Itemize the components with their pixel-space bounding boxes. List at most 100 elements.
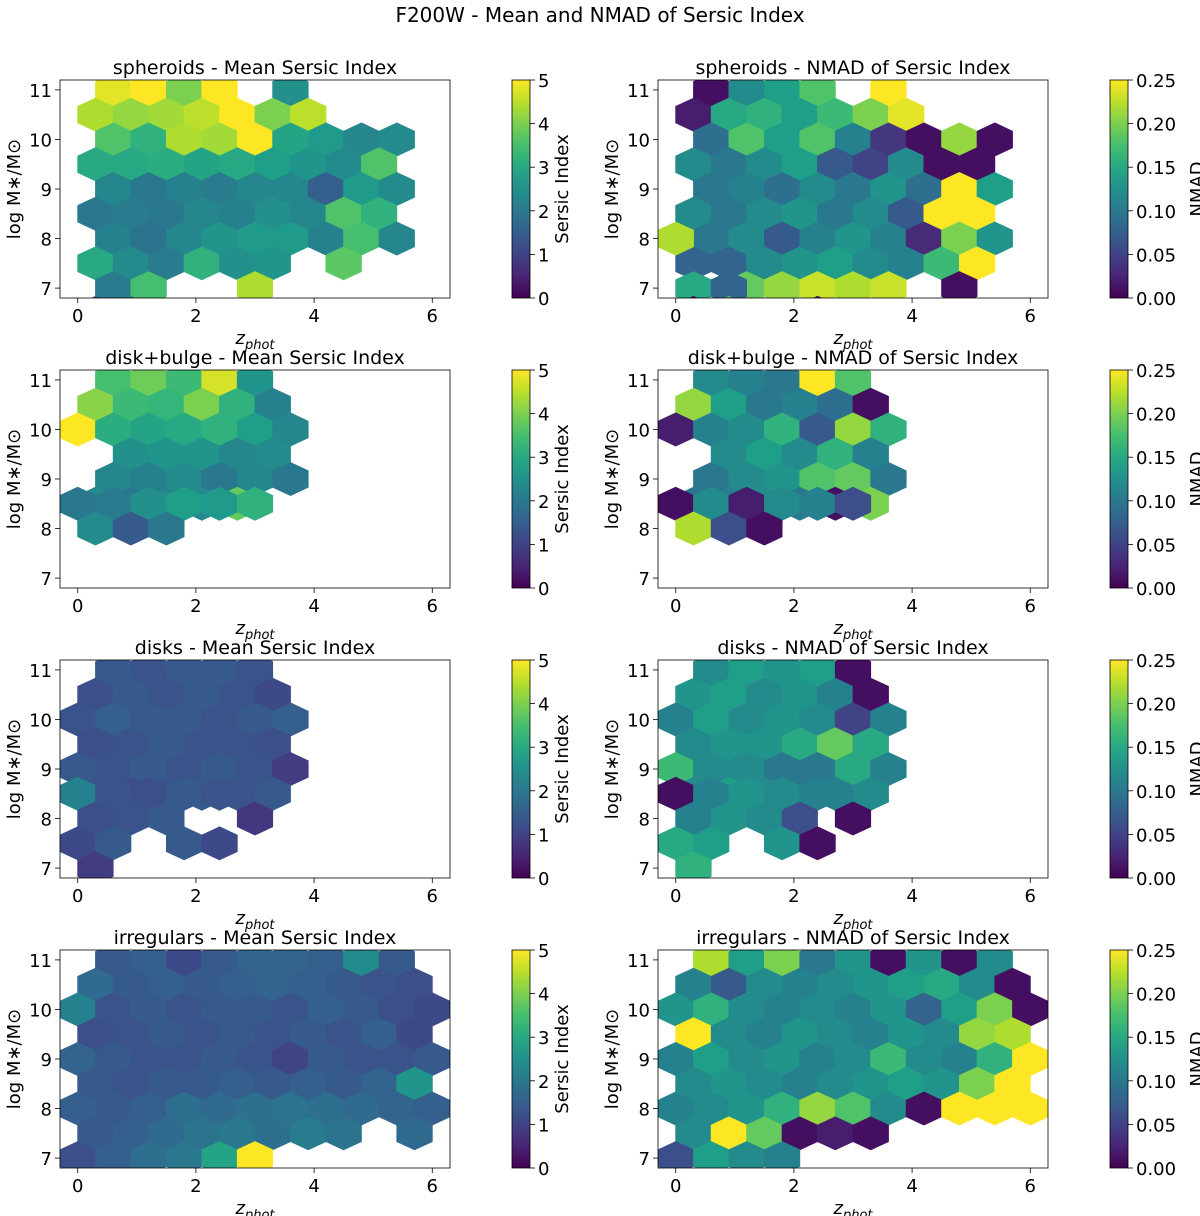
x-tick-label: 0 bbox=[72, 1176, 83, 1197]
x-tick-label: 2 bbox=[190, 886, 201, 907]
y-axis-label: log M∗/M⊙ bbox=[4, 719, 25, 819]
x-tick-label: 6 bbox=[1025, 1176, 1036, 1197]
x-tick-label: 4 bbox=[308, 596, 319, 617]
hex-cell bbox=[812, 295, 823, 298]
hex-cell bbox=[126, 1165, 136, 1168]
colorbar-tick-label: 5 bbox=[538, 941, 549, 962]
hex-cell bbox=[396, 1116, 433, 1151]
y-axis-label: log M∗/M⊙ bbox=[4, 1009, 25, 1109]
y-tick-label: 9 bbox=[639, 760, 650, 781]
hex-cells bbox=[658, 80, 1013, 298]
hex-cell bbox=[746, 511, 783, 546]
y-tick-label: 9 bbox=[41, 760, 52, 781]
colorbar-tick-label: 4 bbox=[538, 115, 549, 136]
subplot-title: disks - Mean Sersic Index bbox=[135, 637, 375, 659]
colorbar-tick-label: 0.25 bbox=[1136, 361, 1176, 382]
x-tick-label: 2 bbox=[788, 596, 799, 617]
subplot-1: 0 2 4 6 7 8 9 10 11 spheroids - NMAD of Sersic In… bbox=[602, 57, 1200, 353]
hex-cells bbox=[658, 950, 1048, 1168]
x-tick-label: 4 bbox=[308, 1176, 319, 1197]
colorbar-tick-label: 5 bbox=[538, 361, 549, 382]
subplot-title: disk+bulge - Mean Sersic Index bbox=[105, 347, 405, 369]
colorbar-tick-label: 5 bbox=[538, 71, 549, 92]
hex-cell bbox=[130, 271, 167, 298]
colorbar-tick-label: 0.15 bbox=[1136, 1028, 1176, 1049]
x-tick-label: 6 bbox=[1025, 886, 1036, 907]
colorbar-tick-label: 3 bbox=[538, 738, 549, 759]
hex-cells bbox=[60, 370, 309, 546]
x-axis-label: zphot bbox=[833, 908, 874, 933]
x-tick-label: 0 bbox=[670, 596, 681, 617]
hex-cell bbox=[834, 486, 872, 521]
y-tick-label: 9 bbox=[41, 470, 52, 491]
hex-cell bbox=[675, 851, 712, 878]
colorbar-label: Sersic Index bbox=[552, 134, 573, 244]
subplot-title: spheroids - Mean Sersic Index bbox=[113, 57, 397, 79]
x-tick-label: 6 bbox=[1025, 596, 1036, 617]
hex-cell bbox=[675, 271, 712, 298]
colorbar-tick-label: 0.15 bbox=[1136, 738, 1176, 759]
colorbar-tick-label: 0.00 bbox=[1136, 1159, 1176, 1180]
hex-cell bbox=[764, 1141, 801, 1168]
figure-title: F200W - Mean and NMAD of Sersic Index bbox=[395, 3, 805, 27]
y-tick-label: 11 bbox=[627, 951, 650, 972]
hex-cell bbox=[236, 486, 274, 521]
y-tick-label: 8 bbox=[41, 810, 52, 831]
hex-cell bbox=[201, 776, 238, 811]
colorbar-tick-label: 0 bbox=[538, 1159, 549, 1180]
y-tick-label: 8 bbox=[639, 1100, 650, 1121]
x-tick-label: 2 bbox=[190, 1176, 201, 1197]
y-tick-label: 8 bbox=[639, 230, 650, 251]
y-tick-label: 11 bbox=[29, 81, 52, 102]
y-tick-label: 10 bbox=[627, 130, 650, 151]
colorbar-label: NMAD bbox=[1187, 161, 1200, 216]
hex-cell bbox=[201, 826, 238, 861]
hex-cell bbox=[799, 826, 836, 861]
y-tick-label: 7 bbox=[639, 279, 650, 300]
y-tick-label: 11 bbox=[627, 661, 650, 682]
hex-cell bbox=[870, 271, 907, 298]
hex-cell bbox=[90, 295, 101, 298]
colorbar-tick-label: 0.05 bbox=[1136, 245, 1176, 266]
hex-cell bbox=[236, 801, 274, 836]
y-tick-label: 9 bbox=[41, 180, 52, 201]
y-tick-label: 7 bbox=[41, 1149, 52, 1170]
x-axis-label: zphot bbox=[235, 908, 276, 933]
x-tick-label: 0 bbox=[72, 596, 83, 617]
subplot-3: 0 2 4 6 7 8 9 10 11 disk+bulge - NMAD of Sersic I… bbox=[602, 347, 1200, 643]
hex-cell bbox=[834, 801, 872, 836]
hex-cell bbox=[941, 271, 978, 298]
y-tick-label: 10 bbox=[29, 130, 52, 151]
colorbar bbox=[1109, 369, 1129, 589]
y-tick-label: 10 bbox=[627, 420, 650, 441]
x-tick-label: 2 bbox=[190, 306, 201, 327]
y-tick-label: 10 bbox=[29, 420, 52, 441]
colorbar-tick-label: 3 bbox=[538, 448, 549, 469]
y-tick-label: 8 bbox=[41, 230, 52, 251]
hex-cell bbox=[126, 295, 136, 298]
x-axis-label: zphot bbox=[235, 328, 276, 353]
x-axis-label: zphot bbox=[235, 1198, 276, 1216]
hex-cell bbox=[236, 1141, 274, 1168]
x-tick-label: 4 bbox=[308, 306, 319, 327]
colorbar-tick-label: 0 bbox=[538, 869, 549, 890]
colorbar-tick-label: 0.25 bbox=[1136, 941, 1176, 962]
y-tick-label: 8 bbox=[639, 810, 650, 831]
hex-cell bbox=[236, 271, 274, 298]
subplot-7: 0 2 4 6 7 8 9 10 11 irregulars - NMAD of Sersic I… bbox=[602, 927, 1200, 1216]
x-tick-label: 4 bbox=[906, 1176, 917, 1197]
y-tick-label: 7 bbox=[41, 569, 52, 590]
x-tick-label: 6 bbox=[427, 1176, 438, 1197]
y-axis-label: log M∗/M⊙ bbox=[4, 139, 25, 239]
x-tick-label: 0 bbox=[72, 886, 83, 907]
x-tick-label: 6 bbox=[1025, 306, 1036, 327]
x-tick-label: 4 bbox=[906, 596, 917, 617]
subplot-5: 0 2 4 6 7 8 9 10 11 disks - NMAD of Sersic Index z… bbox=[602, 637, 1200, 933]
y-axis-label: log M∗/M⊙ bbox=[4, 429, 25, 529]
colorbar-tick-label: 0.10 bbox=[1136, 1072, 1176, 1093]
colorbar-tick-label: 0.15 bbox=[1136, 158, 1176, 179]
hex-cell bbox=[272, 462, 309, 496]
